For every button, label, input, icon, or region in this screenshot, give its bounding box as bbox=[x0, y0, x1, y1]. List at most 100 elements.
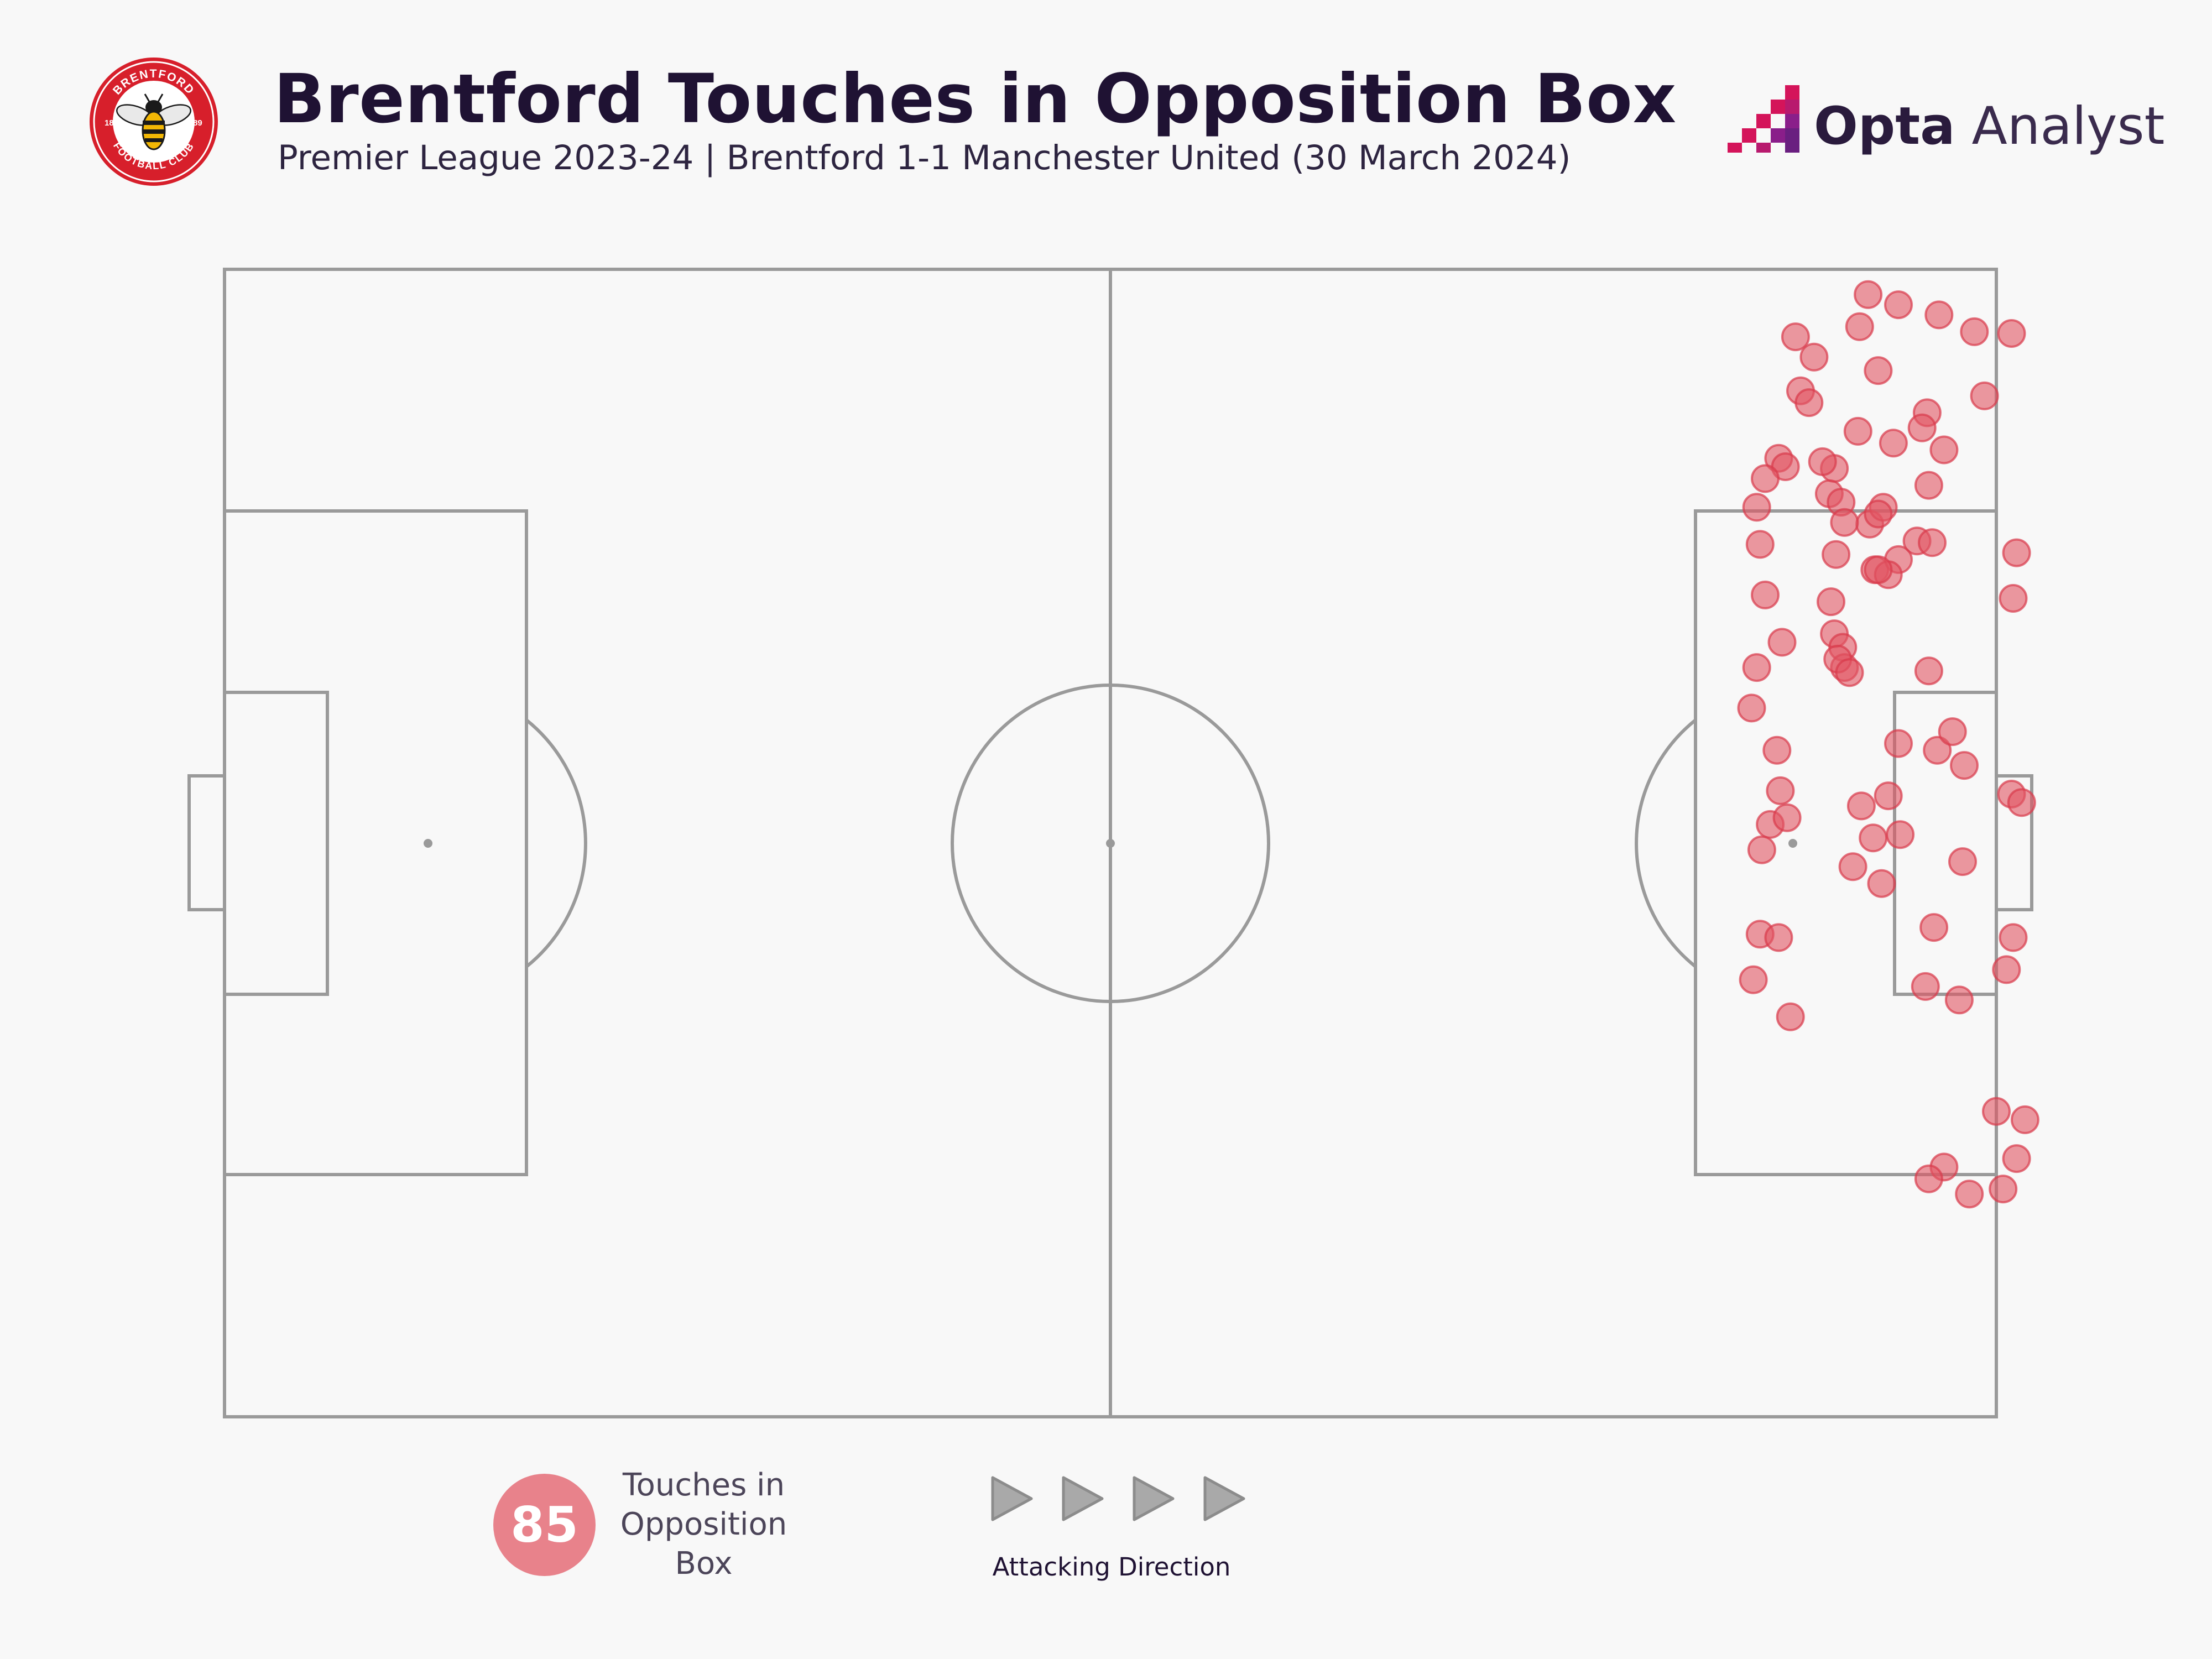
left-six-yard-box bbox=[223, 691, 329, 996]
opta-pixel-mark-icon bbox=[1728, 85, 1799, 153]
play-triangle-icon bbox=[1133, 1476, 1175, 1521]
touch-marker bbox=[2002, 538, 2031, 567]
centre-spot bbox=[1106, 839, 1115, 848]
touch-marker bbox=[1874, 781, 1903, 811]
touch-marker bbox=[1776, 1002, 1805, 1031]
touch-marker bbox=[1766, 776, 1795, 805]
right-penalty-arc bbox=[1635, 718, 1697, 968]
touch-marker bbox=[2002, 1144, 2031, 1173]
touch-marker bbox=[1751, 580, 1780, 609]
touch-marker bbox=[2007, 788, 2036, 817]
touch-marker bbox=[1884, 729, 1913, 758]
touch-marker bbox=[1867, 869, 1896, 898]
touch-marker bbox=[1929, 435, 1959, 465]
touch-marker bbox=[1822, 540, 1851, 569]
attacking-direction-label: Attacking Direction bbox=[992, 1552, 1231, 1582]
touch-marker bbox=[1989, 1175, 2018, 1204]
touch-marker bbox=[1742, 653, 1771, 682]
touch-marker bbox=[1781, 322, 1810, 352]
touch-marker bbox=[1745, 530, 1775, 559]
crest-right-year: 89 bbox=[193, 118, 202, 128]
touch-marker bbox=[1739, 965, 1768, 994]
pitch-markings bbox=[187, 268, 2033, 1418]
brand-name-bold: Opta bbox=[1814, 96, 1955, 156]
touch-marker bbox=[1914, 471, 1943, 500]
touch-marker bbox=[1914, 656, 1943, 686]
touch-marker bbox=[1772, 803, 1802, 832]
touch-marker bbox=[1838, 852, 1867, 881]
touch-marker bbox=[1955, 1180, 1984, 1209]
opta-analyst-logo: Opta Analyst bbox=[1720, 83, 2165, 166]
touch-marker bbox=[1799, 342, 1829, 372]
touch-marker bbox=[1918, 528, 1947, 557]
touch-marker bbox=[1982, 1097, 2011, 1126]
touch-marker bbox=[1835, 658, 1864, 687]
touch-marker bbox=[1950, 751, 1979, 780]
touch-marker bbox=[1845, 312, 1874, 341]
touch-marker bbox=[1762, 735, 1792, 765]
touch-marker bbox=[1907, 413, 1937, 442]
touch-marker bbox=[1938, 717, 1967, 747]
brand-name: Opta Analyst bbox=[1814, 96, 2165, 156]
touch-marker bbox=[1960, 317, 1989, 346]
touch-marker bbox=[1992, 955, 2021, 984]
touch-marker bbox=[1944, 985, 1974, 1015]
play-triangle-icon bbox=[1203, 1476, 1245, 1521]
centre-circle bbox=[951, 684, 1270, 1003]
touch-count-badge: 85 bbox=[493, 1474, 596, 1576]
right-penalty-box bbox=[1694, 509, 1998, 1176]
brentford-crest-logo: BRENTFORD FOOTBALL CLUB 18 89 bbox=[90, 58, 218, 186]
touch-marker bbox=[1859, 823, 1888, 853]
touch-marker bbox=[1999, 923, 2028, 952]
chart-title: Brentford Touches in Opposition Box bbox=[274, 60, 1677, 138]
touch-marker bbox=[1737, 693, 1766, 723]
play-triangle-icon bbox=[991, 1476, 1033, 1521]
touch-marker bbox=[1864, 499, 1893, 529]
chart-subtitle: Premier League 2023-24 | Brentford 1-1 M… bbox=[278, 138, 1571, 178]
touch-marker bbox=[1751, 464, 1780, 493]
touch-marker bbox=[1808, 447, 1837, 476]
touch-count-label: Touches in Opposition Box bbox=[600, 1465, 807, 1583]
touch-marker bbox=[1843, 416, 1872, 446]
touch-marker bbox=[1923, 735, 1952, 765]
touch-marker bbox=[1999, 584, 2028, 613]
touch-marker bbox=[2010, 1105, 2039, 1134]
brand-name-light: Analyst bbox=[1955, 96, 2165, 156]
touch-count-label-line: Opposition bbox=[620, 1506, 787, 1542]
touch-marker bbox=[1742, 493, 1771, 522]
touch-marker bbox=[1879, 429, 1908, 458]
touch-marker bbox=[1830, 508, 1859, 537]
touch-marker bbox=[1997, 319, 2026, 348]
touch-marker bbox=[1884, 290, 1913, 320]
touch-marker bbox=[1970, 381, 1999, 410]
attacking-direction-arrows bbox=[991, 1476, 1245, 1521]
right-penalty-spot bbox=[1788, 839, 1797, 848]
crest-left-year: 18 bbox=[105, 118, 114, 128]
play-triangle-icon bbox=[1062, 1476, 1104, 1521]
touch-marker bbox=[1886, 820, 1915, 849]
right-goal bbox=[1995, 774, 2033, 911]
left-penalty-box bbox=[223, 509, 528, 1176]
crest-ring-stroke bbox=[93, 61, 215, 182]
touch-marker bbox=[1919, 913, 1949, 942]
touch-marker bbox=[1924, 300, 1954, 330]
touch-marker bbox=[1864, 356, 1893, 385]
touch-marker bbox=[1864, 555, 1893, 585]
touch-marker bbox=[1817, 587, 1845, 617]
touch-count-label-line: Box bbox=[675, 1546, 733, 1582]
touch-marker bbox=[1846, 791, 1876, 821]
left-penalty-spot bbox=[424, 839, 432, 848]
touch-marker bbox=[1854, 280, 1883, 309]
touch-marker bbox=[1747, 835, 1776, 864]
touch-marker bbox=[1767, 628, 1797, 657]
left-penalty-arc bbox=[525, 718, 587, 968]
left-goal bbox=[187, 774, 226, 911]
touch-marker bbox=[1794, 388, 1824, 418]
touch-marker bbox=[1764, 923, 1793, 952]
touch-markers bbox=[1737, 280, 2039, 1209]
touch-marker bbox=[1948, 847, 1977, 877]
touch-marker bbox=[1914, 1164, 1943, 1193]
touch-marker bbox=[1911, 972, 1940, 1001]
bee-icon bbox=[116, 93, 191, 150]
